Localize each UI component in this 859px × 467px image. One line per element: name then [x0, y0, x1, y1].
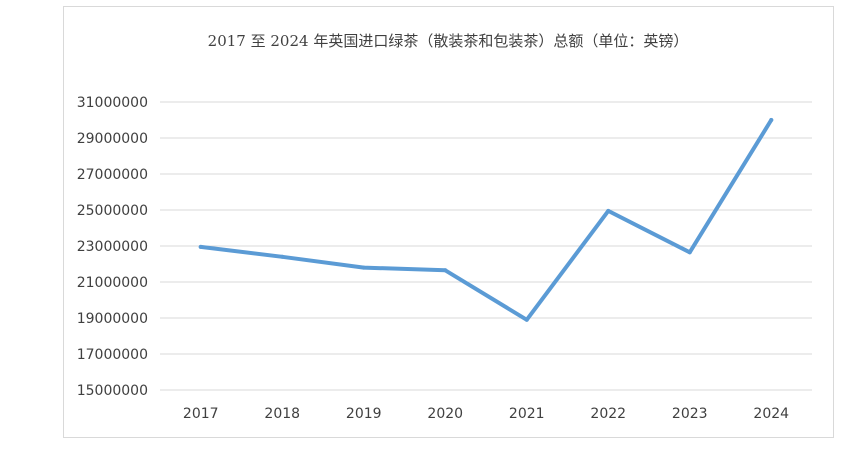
x-tick-label-2024: 2024	[753, 406, 789, 422]
x-tick-label-2018: 2018	[264, 406, 300, 422]
data-point-2023	[687, 250, 692, 255]
y-tick-label-3: 21000000	[77, 275, 148, 291]
x-tick-label-2023: 2023	[672, 406, 708, 422]
data-point-2020	[443, 268, 448, 273]
data-point-2019	[361, 265, 366, 270]
y-tick-label-6: 27000000	[77, 167, 148, 183]
gridlines	[160, 101, 812, 391]
y-tick-label-5: 25000000	[77, 203, 148, 219]
x-axis-tick-labels: 2017 2018 2019 2020 2021 2022 2023 2024	[183, 406, 789, 422]
data-point-2018	[280, 254, 285, 259]
data-point-2021	[524, 317, 529, 322]
y-tick-label-0: 15000000	[77, 383, 148, 399]
y-tick-label-8: 31000000	[77, 95, 148, 111]
data-point-2022	[606, 208, 611, 213]
x-tick-label-2019: 2019	[346, 406, 382, 422]
series-line-0	[198, 118, 774, 322]
x-tick-label-2020: 2020	[427, 406, 463, 422]
y-axis-tick-labels: 15000000 17000000 19000000 21000000 23000000…	[77, 95, 148, 399]
x-tick-label-2021: 2021	[509, 406, 545, 422]
y-tick-label-7: 29000000	[77, 131, 148, 147]
chart-frame	[63, 6, 834, 438]
x-tick-label-2017: 2017	[183, 406, 219, 422]
y-tick-label-4: 23000000	[77, 239, 148, 255]
series-layer	[198, 118, 774, 322]
chart-title: 2017 至 2024 年英国进口绿茶（散装茶和包装茶）总额（单位：英镑）	[208, 32, 689, 50]
x-tick-label-2022: 2022	[590, 406, 626, 422]
data-point-2024	[769, 118, 774, 122]
data-point-2017	[198, 244, 203, 249]
y-tick-label-1: 17000000	[77, 347, 148, 363]
y-tick-label-2: 19000000	[77, 311, 148, 327]
